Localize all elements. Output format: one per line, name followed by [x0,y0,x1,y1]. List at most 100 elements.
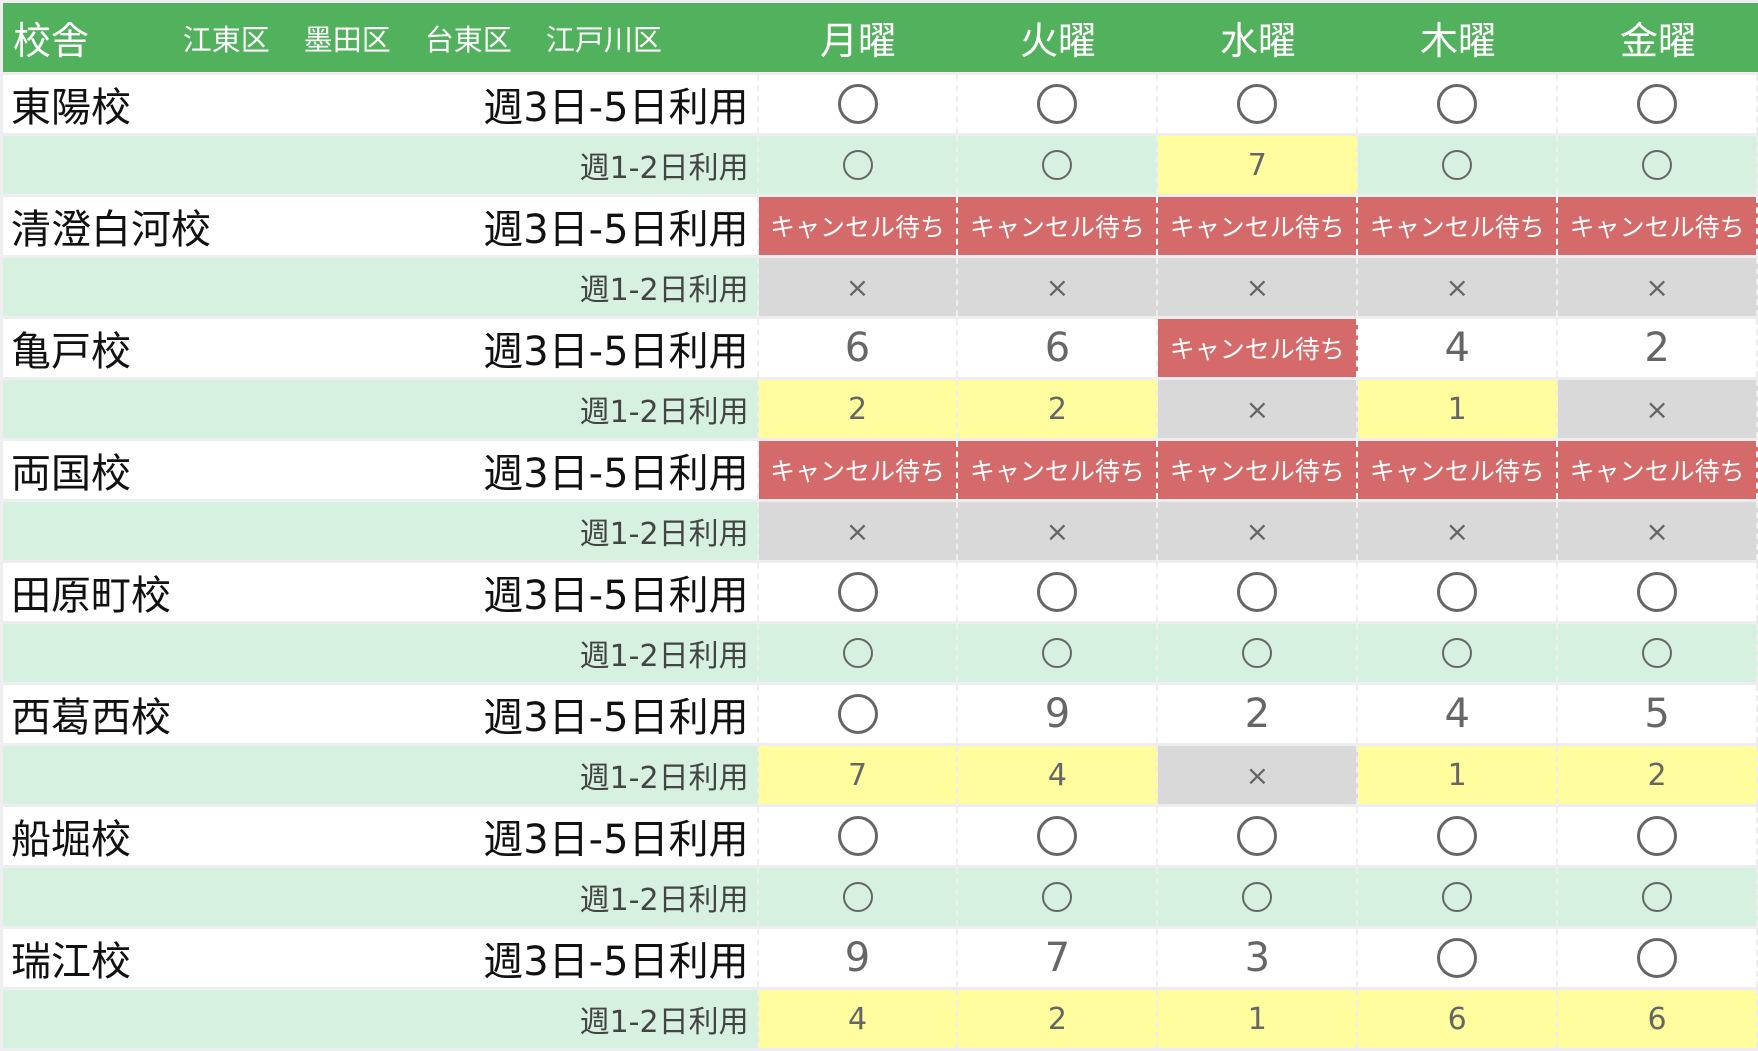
row-label: 週1-2日利用 [3,624,759,682]
availability-table: 校舎 江東区 墨田区 台東区 江戸川区 月曜 火曜 水曜 木曜 金曜 東陽校 週3日-5日利用週… [3,3,1758,1051]
ward-filter[interactable]: 墨田区 [303,22,391,57]
full-mark: × [1645,514,1669,548]
available-cell [1158,75,1359,133]
circle-icon [1042,150,1073,180]
table-row: 週1-2日利用 × × × × × [3,258,1758,316]
row-label: 田原町校 週3日-5日利用 [3,563,759,621]
waitlist-cell: キャンセル待ち [1158,197,1359,255]
circle-icon [1237,84,1278,124]
full-mark: × [845,270,870,304]
waitlist-label: キャンセル待ち [969,213,1145,242]
seats-left-cell: 4 [1358,319,1559,377]
waitlist-cell: キャンセル待ち [758,197,959,255]
available-cell [1358,868,1559,926]
available-cell [759,807,959,865]
available-cell [1558,624,1758,682]
circle-icon [837,694,878,734]
available-cell [958,75,1159,133]
table-row: 東陽校 週3日-5日利用 [3,75,1758,133]
plan-label: 週1-2日利用 [579,395,749,430]
seats-left-count: 4 [1047,757,1067,793]
seats-left-cell: 4 [958,746,1159,804]
full-mark: × [1445,270,1469,304]
full-cell: × [1558,502,1758,560]
table-row: 瑞江校 週3日-5日利用 9 7 3 [3,929,1758,987]
row-label: 東陽校 週3日-5日利用 [3,75,759,133]
school-name: 船堀校 [11,817,131,863]
seats-left-cell: 7 [958,929,1159,987]
waitlist-cell: キャンセル待ち [1358,197,1559,255]
table-row: 西葛西校 週3日-5日利用 9 2 4 5 [3,685,1758,743]
available-cell [759,685,959,743]
waitlist-label: キャンセル待ち [1169,457,1345,486]
available-cell [958,136,1159,194]
seats-left-cell: 6 [958,319,1159,377]
available-cell [1558,136,1758,194]
day-header: 火曜 [1019,19,1096,63]
available-cell [958,868,1159,926]
seats-left-count: 7 [1247,147,1267,183]
seats-left-cell: 4 [1358,685,1559,743]
available-cell [1358,807,1559,865]
full-mark: × [1645,270,1669,304]
full-mark: × [1245,514,1270,548]
seats-left-cell: 1 [1158,990,1359,1048]
plan-label: 週1-2日利用 [579,273,749,308]
circle-icon [1642,150,1673,180]
waitlist-label: キャンセル待ち [1369,457,1545,486]
full-cell: × [958,258,1159,316]
day-header: 木曜 [1419,19,1496,63]
circle-icon [1437,572,1478,612]
waitlist-label: キャンセル待ち [1569,213,1745,242]
row-label: 週1-2日利用 [3,868,759,926]
row-label: 週1-2日利用 [3,136,759,194]
row-label: 亀戸校 週3日-5日利用 [3,319,759,377]
seats-left-cell: 7 [1158,136,1359,194]
full-cell: × [1358,502,1559,560]
circle-icon [1442,150,1473,180]
waitlist-cell: キャンセル待ち [958,441,1159,499]
table-row: 週1-2日利用 7 4 × 1 2 [3,746,1758,804]
ward-filter[interactable]: 江東区 [182,22,270,57]
ward-filter[interactable]: 台東区 [424,22,512,57]
waitlist-cell: キャンセル待ち [1558,441,1758,499]
ward-filter[interactable]: 江戸川区 [545,22,662,57]
circle-icon [1437,84,1478,124]
full-cell: × [1158,380,1359,438]
seats-left-cell: 9 [958,685,1159,743]
table-row: 清澄白河校 週3日-5日利用 キャンセル待ち キャンセル待ち キャンセル待ち キャンセル待… [3,197,1758,255]
seats-left-cell: 2 [958,990,1159,1048]
available-cell [1358,929,1559,987]
plan-label: 週3日-5日利用 [483,573,749,619]
waitlist-label: キャンセル待ち [1169,335,1345,364]
waitlist-label: キャンセル待ち [770,457,946,486]
table-row: 週1-2日利用 × × × × × [3,502,1758,560]
available-cell [1558,868,1758,926]
seats-left-cell: 3 [1158,929,1359,987]
full-cell: × [1158,258,1359,316]
circle-icon [842,882,873,912]
row-label: 瑞江校 週3日-5日利用 [3,929,759,987]
seats-left-count: 1 [1447,391,1467,427]
school-name: 亀戸校 [11,329,131,375]
seats-left-count: 4 [1444,325,1470,371]
seats-left-cell: 2 [758,380,959,438]
available-cell [759,624,959,682]
seats-left-cell: 4 [758,990,959,1048]
day-header: 月曜 [819,19,896,63]
waitlist-cell: キャンセル待ち [1158,319,1359,377]
available-cell [1358,563,1559,621]
waitlist-label: キャンセル待ち [1569,457,1745,486]
seats-left-count: 7 [1044,935,1071,981]
table-row: 週1-2日利用 4 2 1 6 6 [3,990,1758,1048]
available-cell [1558,563,1758,621]
waitlist-cell: キャンセル待ち [758,441,959,499]
plan-label: 週1-2日利用 [579,639,749,674]
available-cell [1358,136,1559,194]
waitlist-label: キャンセル待ち [770,213,946,242]
available-cell [958,624,1159,682]
circle-icon [837,572,878,612]
seats-left-count: 1 [1247,1001,1267,1037]
circle-icon [1037,572,1078,612]
seats-left-cell: 2 [958,380,1159,438]
